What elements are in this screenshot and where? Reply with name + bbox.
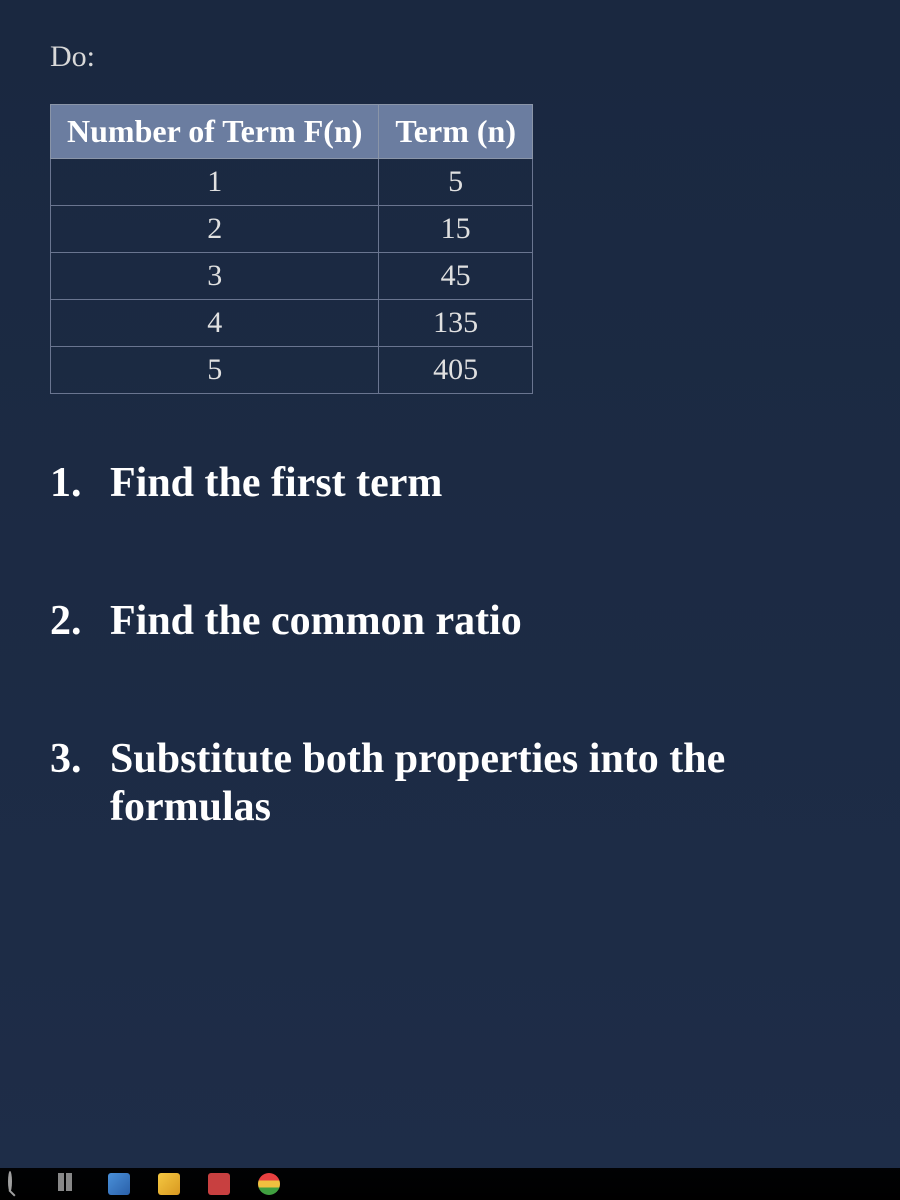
search-icon[interactable] [8, 1173, 30, 1195]
table-header-term: Term (n) [379, 105, 533, 159]
table-row: 4 135 [51, 300, 533, 347]
cell-term: 135 [379, 300, 533, 347]
cell-n: 1 [51, 159, 379, 206]
table-row: 1 5 [51, 159, 533, 206]
sequence-table: Number of Term F(n) Term (n) 1 5 2 15 3 … [50, 104, 533, 394]
cell-n: 5 [51, 347, 379, 394]
table-row: 5 405 [51, 347, 533, 394]
partial-header-text: Do: [50, 40, 850, 74]
taskbar [0, 1168, 900, 1200]
cell-n: 2 [51, 206, 379, 253]
cell-term: 15 [379, 206, 533, 253]
cell-term: 45 [379, 253, 533, 300]
cell-n: 4 [51, 300, 379, 347]
instruction-steps: Find the first term Find the common rati… [50, 459, 850, 831]
store-icon[interactable] [208, 1173, 230, 1195]
cell-n: 3 [51, 253, 379, 300]
step-item: Substitute both properties into the form… [50, 735, 850, 831]
cell-term: 405 [379, 347, 533, 394]
paint3d-icon[interactable] [108, 1173, 130, 1195]
file-explorer-icon[interactable] [158, 1173, 180, 1195]
step-item: Find the first term [50, 459, 850, 507]
table-row: 2 15 [51, 206, 533, 253]
cell-term: 5 [379, 159, 533, 206]
step-item: Find the common ratio [50, 597, 850, 645]
task-view-icon[interactable] [58, 1173, 80, 1195]
table-row: 3 45 [51, 253, 533, 300]
chrome-icon[interactable] [258, 1173, 280, 1195]
table-header-fn: Number of Term F(n) [51, 105, 379, 159]
